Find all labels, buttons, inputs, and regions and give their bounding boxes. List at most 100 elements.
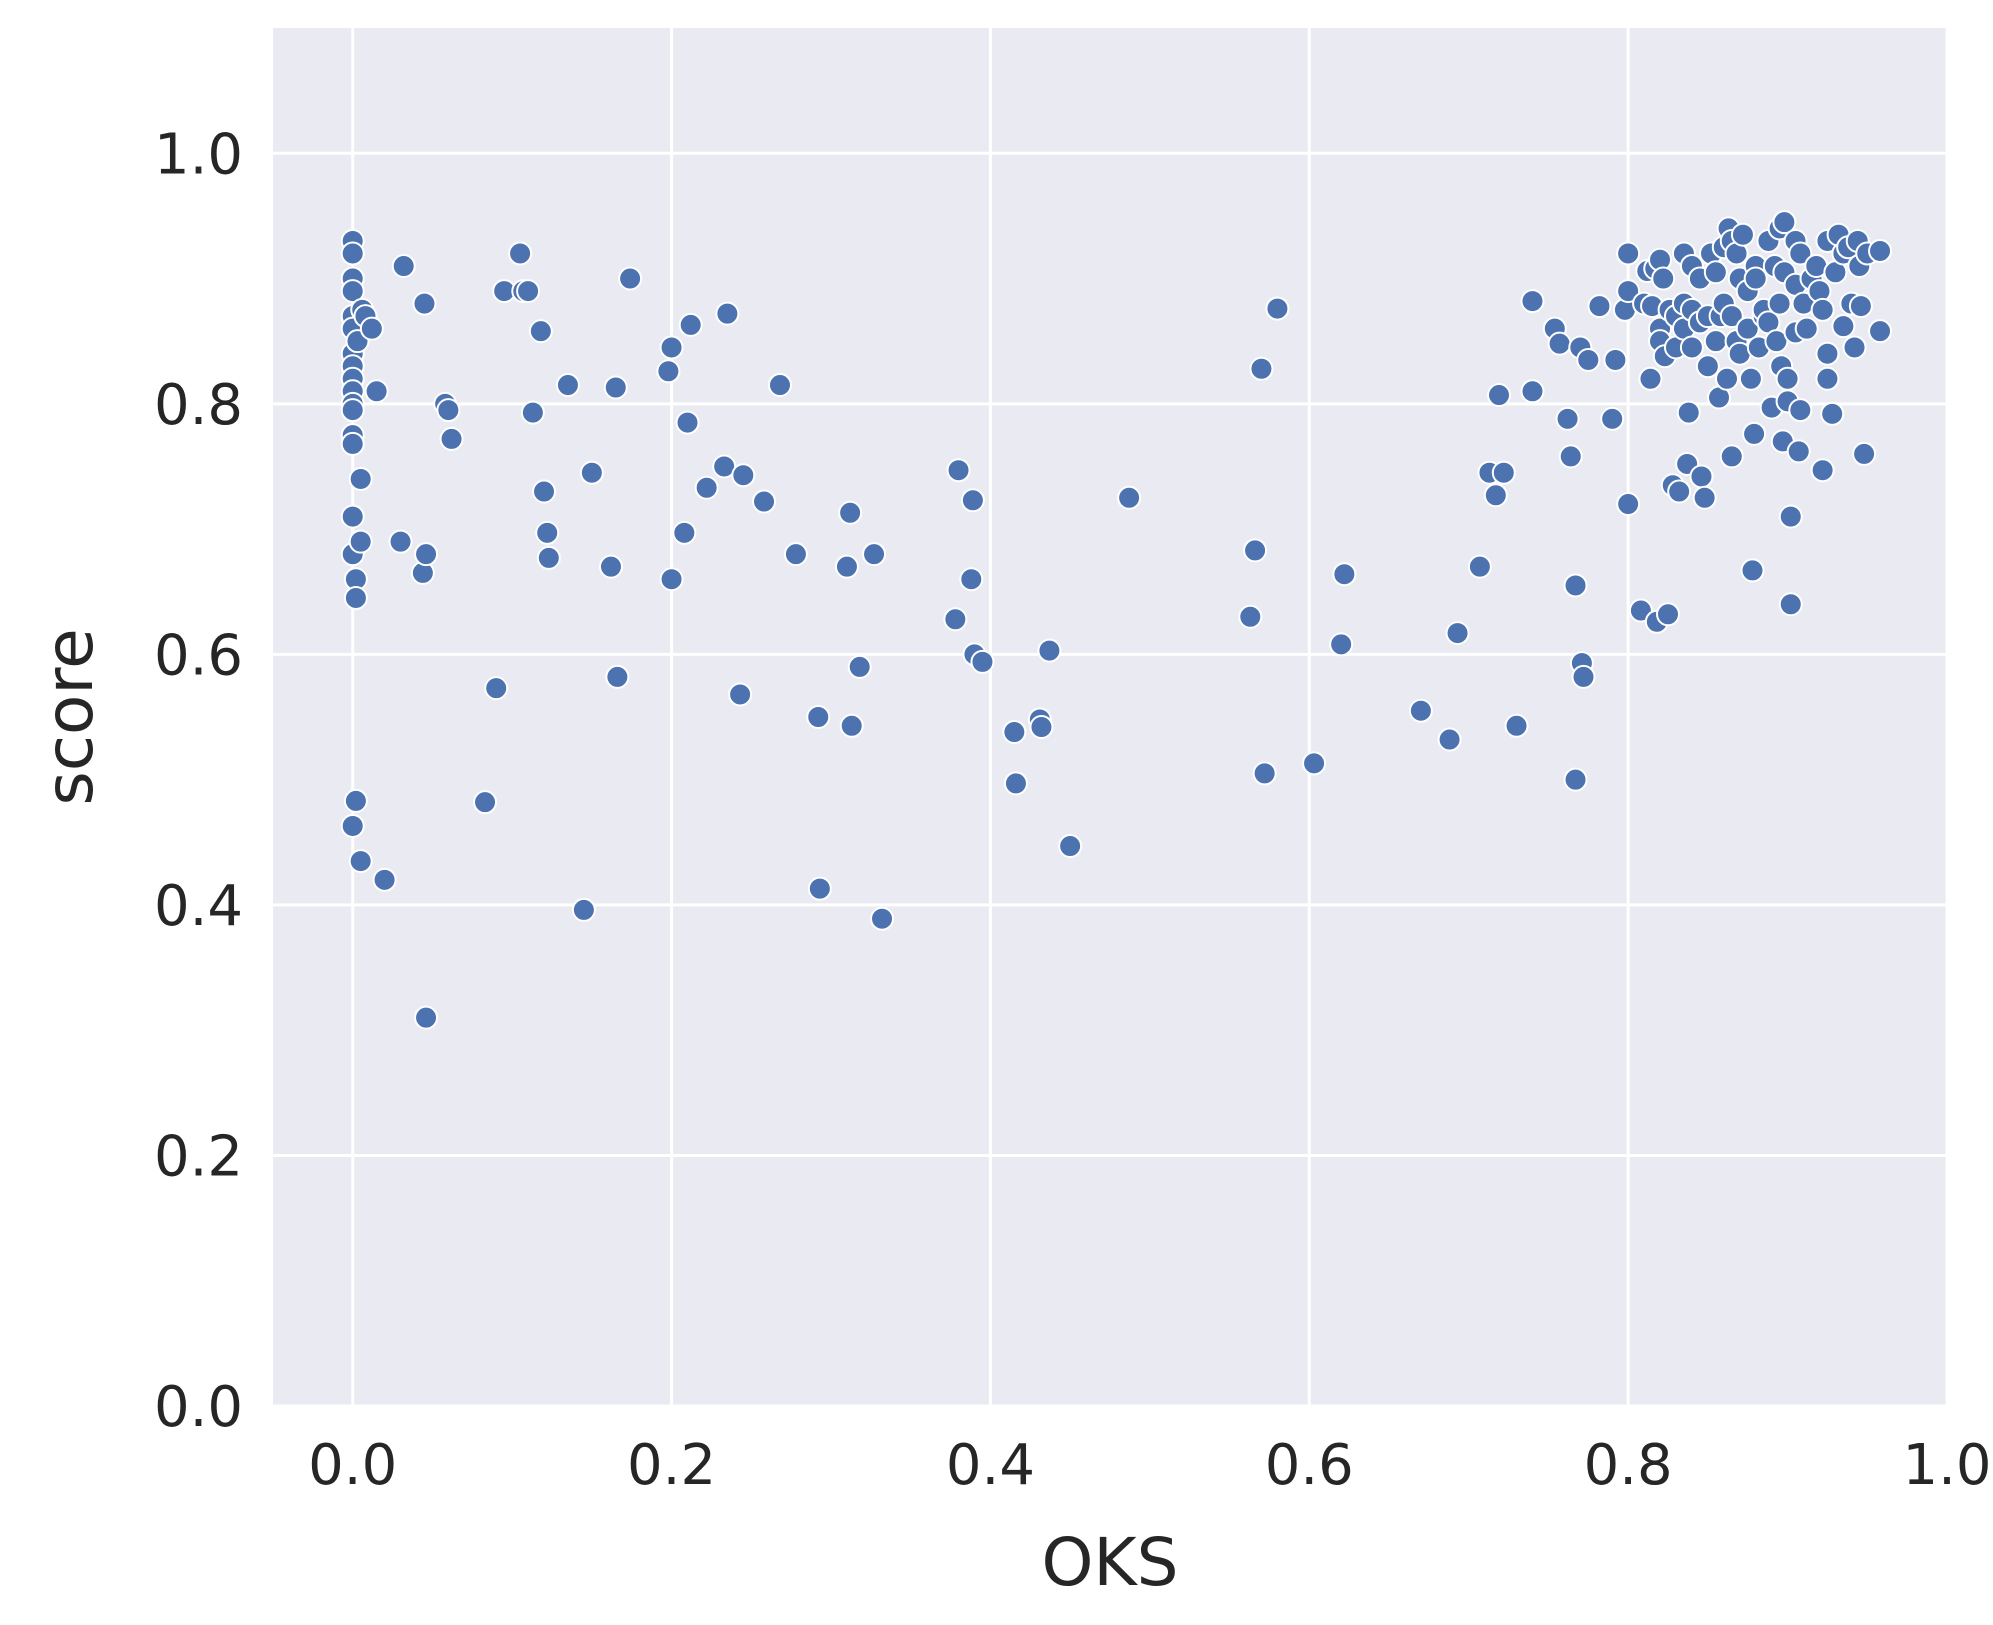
scatter-point: [436, 398, 461, 423]
scatter-point: [870, 906, 895, 931]
scatter-point: [508, 241, 533, 266]
scatter-point: [1852, 441, 1877, 466]
scatter-point: [1249, 356, 1274, 381]
scatter-point: [1788, 398, 1813, 423]
y-tick-label: 0.4: [154, 874, 243, 939]
scatter-point: [1520, 289, 1545, 314]
scatter-point: [1003, 771, 1028, 796]
scatter-point: [1719, 304, 1744, 329]
scatter-point: [484, 676, 509, 701]
scatter-point: [752, 489, 777, 514]
scatter-point: [1483, 483, 1508, 508]
scatter-point: [1767, 291, 1792, 316]
x-tick-label: 0.4: [946, 1433, 1035, 1498]
scatter-point: [1558, 444, 1583, 469]
scatter-point: [1002, 720, 1027, 745]
scatter-point: [1738, 366, 1763, 391]
scatter-point: [1563, 573, 1588, 598]
scatter-point: [414, 1005, 439, 1030]
scatter-point: [1487, 383, 1512, 408]
scatter-point: [439, 426, 464, 451]
scatter-point: [343, 585, 368, 610]
scatter-point: [839, 713, 864, 738]
scatter-point: [731, 463, 756, 488]
scatter-point: [1467, 554, 1492, 579]
scatter-point: [1868, 319, 1893, 344]
scatter-point: [943, 607, 968, 632]
scatter-point: [838, 500, 863, 525]
scatter-point: [1810, 297, 1835, 322]
scatter-point: [1815, 366, 1840, 391]
tick-labels: 0.0 0.2 0.4 0.6 0.8 1.0 0.0 0.2 0.4 0.6 0.8 1.0: [154, 122, 1992, 1498]
scatter-point: [1703, 260, 1728, 285]
scatter-point: [675, 410, 700, 435]
x-tick-label: 0.0: [308, 1433, 397, 1498]
scatter-point: [1810, 458, 1835, 483]
scatter-point: [1029, 715, 1054, 740]
scatter-point: [516, 279, 541, 304]
scatter-point: [1788, 241, 1813, 266]
y-axis-label: score: [31, 628, 108, 805]
scatter-point: [528, 319, 553, 344]
scatter-point: [1555, 406, 1580, 431]
y-tick-label: 1.0: [154, 122, 243, 187]
scatter-point: [960, 488, 985, 513]
scatter-point: [1651, 266, 1676, 291]
scatter-point: [1742, 421, 1767, 446]
scatter-point: [1689, 464, 1714, 489]
scatter-point: [348, 529, 373, 554]
data-points: [340, 210, 1893, 1030]
scatter-point: [1603, 347, 1628, 372]
scatter-point: [343, 788, 368, 813]
scatter-point: [1679, 335, 1704, 360]
scatter-point: [520, 400, 545, 425]
scatter-point: [1504, 713, 1529, 738]
scatter-point: [598, 554, 623, 579]
scatter-point: [536, 545, 561, 570]
scatter-point: [1656, 602, 1680, 627]
scatter-point: [1638, 366, 1663, 391]
scatter-point: [579, 460, 604, 485]
scatter-point: [1491, 460, 1516, 485]
scatter-point: [678, 312, 703, 337]
scatter-point: [1058, 834, 1083, 859]
scatter-point: [659, 335, 684, 360]
scatter-point: [1408, 698, 1433, 723]
scatter-point: [1692, 485, 1717, 510]
scatter-point: [603, 375, 628, 400]
scatter-point: [1238, 604, 1263, 629]
scatter-point: [340, 398, 365, 423]
scatter-point: [1252, 761, 1277, 786]
scatter-point: [414, 542, 439, 567]
scatter-point: [1743, 266, 1768, 291]
scatter-point: [946, 458, 971, 483]
scatter-point: [372, 867, 397, 892]
scatter-point: [1332, 562, 1357, 587]
scatter-point: [767, 373, 792, 398]
scatter-point: [659, 567, 684, 592]
y-tick-label: 0.0: [154, 1375, 243, 1440]
scatter-point: [605, 664, 630, 689]
x-tick-label: 0.2: [627, 1433, 716, 1498]
scatter-point: [1775, 366, 1800, 391]
scatter-point: [1842, 335, 1867, 360]
scatter-point: [1520, 379, 1545, 404]
scatter-point: [1302, 751, 1327, 776]
scatter-point: [1786, 439, 1811, 464]
scatter-point: [1571, 664, 1596, 689]
scatter-point: [715, 301, 740, 326]
scatter-point: [834, 554, 859, 579]
scatter-point: [412, 291, 437, 316]
scatter-point: [1695, 354, 1720, 379]
plot-background: [273, 28, 1947, 1406]
scatter-point: [1667, 479, 1692, 504]
scatter-point: [340, 279, 365, 304]
scatter-point: [959, 567, 984, 592]
scatter-point: [348, 849, 373, 874]
scatter-point: [1616, 241, 1641, 266]
scatter-point: [1868, 238, 1893, 263]
scatter-point: [694, 475, 719, 500]
scatter-point: [1329, 632, 1354, 657]
